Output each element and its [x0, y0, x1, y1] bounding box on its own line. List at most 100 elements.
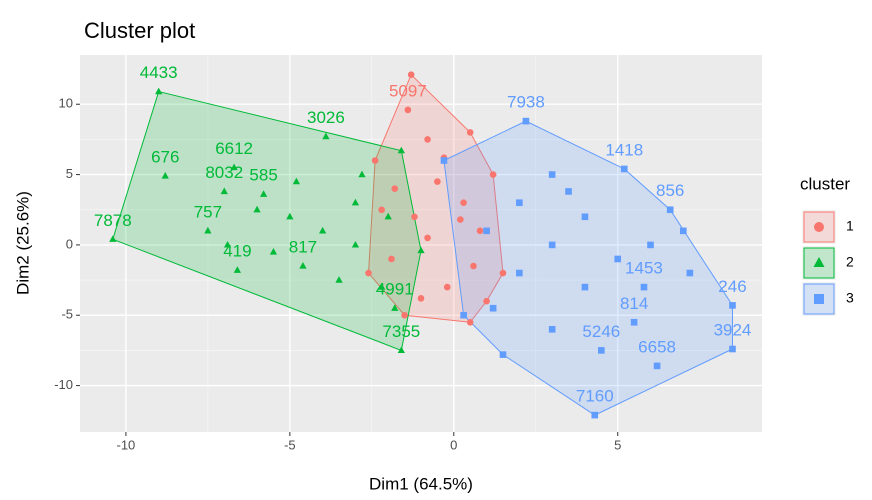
- point: [686, 269, 694, 277]
- point-label: 8032: [205, 163, 243, 182]
- point: [614, 255, 622, 263]
- point: [443, 283, 451, 291]
- point: [378, 283, 386, 290]
- point: [466, 318, 474, 326]
- point: [319, 226, 327, 234]
- point: [365, 269, 372, 277]
- point: [729, 345, 736, 353]
- point-label: 814: [620, 294, 648, 313]
- point: [813, 257, 825, 267]
- point: [640, 283, 648, 291]
- x-tick-label: -5: [284, 437, 296, 452]
- point: [591, 411, 599, 419]
- point: [388, 255, 395, 263]
- point: [516, 269, 523, 277]
- point: [230, 163, 238, 171]
- point-label: 1453: [625, 259, 663, 278]
- point: [401, 311, 408, 319]
- point: [292, 177, 301, 185]
- point: [647, 241, 654, 249]
- legend-label: 2: [846, 254, 854, 270]
- point: [489, 304, 497, 312]
- point-label: 6658: [638, 337, 676, 356]
- point: [161, 172, 169, 179]
- legend-label: 1: [846, 218, 854, 234]
- point: [516, 199, 523, 207]
- point-label: 7878: [94, 211, 132, 230]
- point: [483, 227, 490, 235]
- point: [253, 205, 261, 213]
- y-tick-label: 0: [66, 236, 73, 251]
- point: [620, 165, 628, 173]
- point: [411, 213, 418, 221]
- point-label: 757: [194, 202, 222, 221]
- point-label: 5097: [389, 81, 427, 100]
- point: [351, 240, 360, 248]
- point: [259, 190, 268, 197]
- x-tick-label: -10: [117, 437, 136, 452]
- point: [404, 106, 412, 114]
- point: [434, 178, 441, 185]
- legend-title: cluster: [800, 174, 850, 193]
- point-label: 7160: [576, 387, 614, 406]
- point: [335, 276, 343, 283]
- point: [155, 87, 163, 95]
- point: [204, 226, 212, 234]
- point: [417, 295, 425, 302]
- point: [233, 266, 242, 273]
- cluster-hull: [368, 73, 504, 323]
- point: [466, 129, 474, 136]
- point: [269, 247, 278, 255]
- point: [630, 318, 638, 326]
- point-label: 4991: [376, 280, 414, 299]
- point-label: 4433: [140, 63, 178, 82]
- point: [109, 235, 117, 242]
- x-tick-label: 0: [450, 437, 457, 452]
- legend-label: 3: [846, 290, 854, 306]
- point: [378, 206, 385, 214]
- point-label: 7355: [382, 322, 420, 341]
- point: [424, 136, 431, 143]
- point: [653, 362, 661, 370]
- x-axis-title: Dim1 (64.5%): [369, 474, 473, 493]
- point: [548, 326, 556, 333]
- point: [548, 241, 556, 249]
- point: [223, 240, 232, 248]
- point-label: 3924: [714, 320, 752, 339]
- point: [417, 246, 425, 254]
- point-label: 856: [656, 181, 684, 200]
- point-label: 585: [249, 166, 277, 185]
- point: [499, 351, 507, 358]
- grid: [80, 55, 762, 432]
- point: [397, 346, 405, 354]
- y-tick-label: -10: [54, 377, 73, 392]
- marks: 5097 4433 7878 676 6612 7355 3026 757 585 817 4991…: [94, 63, 752, 419]
- point-label: 7938: [507, 93, 545, 112]
- y-axis-title: Dim2 (25.6%): [13, 191, 32, 295]
- point: [489, 171, 497, 178]
- point: [548, 171, 556, 178]
- point: [397, 146, 405, 154]
- point-label: 676: [151, 147, 179, 166]
- point: [476, 227, 484, 235]
- point: [680, 227, 687, 235]
- point: [299, 262, 307, 269]
- point: [391, 304, 399, 311]
- point: [460, 199, 467, 207]
- x-tick-label: 5: [614, 437, 621, 452]
- point: [220, 187, 228, 195]
- point-label: 3026: [307, 108, 345, 127]
- point: [483, 297, 490, 305]
- cluster-hull: [443, 120, 733, 416]
- point-label: 817: [289, 237, 317, 256]
- point: [499, 269, 507, 277]
- point: [581, 283, 589, 291]
- point: [407, 71, 415, 78]
- point: [470, 262, 477, 270]
- point: [457, 216, 464, 223]
- point: [440, 157, 448, 164]
- point: [814, 222, 824, 232]
- y-tick-label: 10: [59, 96, 73, 111]
- y-tick-label: -5: [61, 307, 73, 322]
